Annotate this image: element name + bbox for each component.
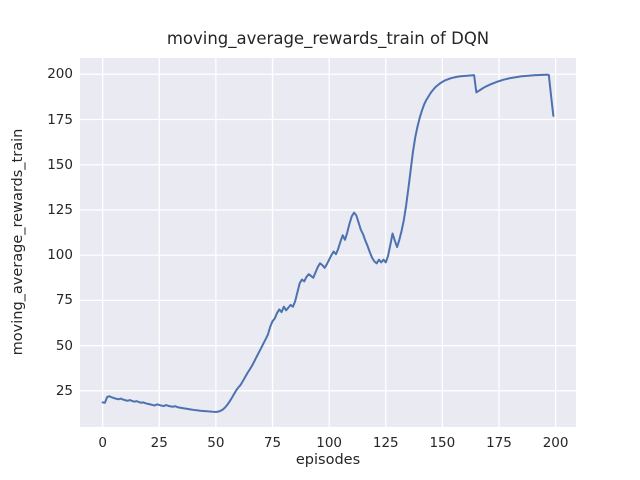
- y-axis-tick-label: 200: [47, 66, 73, 83]
- y-axis-tick-label: 25: [55, 382, 73, 399]
- plot-area: [80, 58, 576, 427]
- y-axis-tick-label: 75: [55, 292, 73, 309]
- line-series: [101, 73, 555, 413]
- y-axis-label: moving_average_rewards_train: [10, 128, 26, 356]
- series-line: [101, 73, 555, 413]
- x-axis-tick-label: 175: [486, 435, 512, 451]
- y-axis-tick-label: 175: [47, 111, 73, 128]
- x-axis-tick-label: 100: [316, 435, 343, 451]
- line-chart: [80, 58, 576, 427]
- x-axis-tick-label: 25: [150, 435, 168, 451]
- chart-title: moving_average_rewards_train of DQN: [166, 29, 490, 48]
- x-axis-tick-label: 150: [429, 435, 456, 451]
- x-axis-tick-label: 0: [98, 435, 107, 451]
- x-axis-tick-label: 200: [542, 435, 569, 451]
- x-axis-tick-label: 75: [263, 435, 282, 451]
- y-axis-tick-label: 125: [47, 201, 73, 218]
- y-axis-tick-label: 50: [55, 337, 73, 354]
- x-axis-tick-label: 50: [207, 435, 225, 451]
- x-axis-tick-label: 125: [372, 435, 399, 451]
- y-axis-tick-label: 150: [47, 156, 73, 173]
- gridlines: [80, 58, 576, 427]
- x-axis-label: episodes: [295, 452, 361, 468]
- y-axis-tick-label: 100: [47, 247, 73, 264]
